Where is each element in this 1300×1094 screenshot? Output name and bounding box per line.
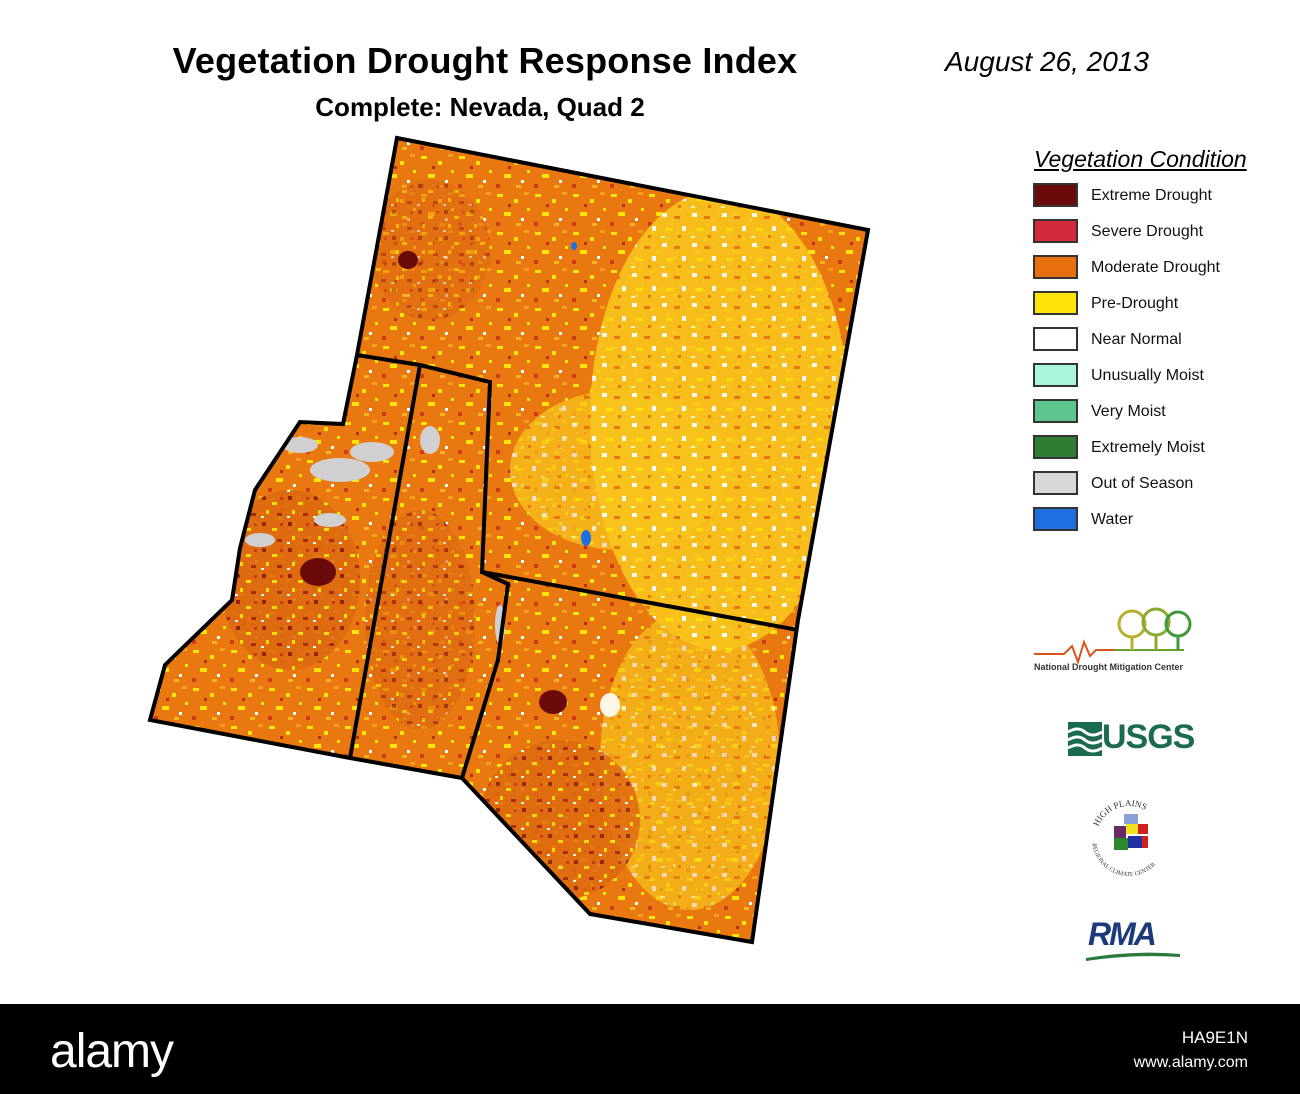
legend-label: Severe Drought [1091,223,1204,240]
legend-label: Out of Season [1091,475,1194,492]
legend-item: Water [1030,505,1280,541]
rma-logo-text: RMA [1088,916,1157,952]
legend-label: Extreme Drought [1091,187,1212,204]
footer-image-id: HA9E1N [1181,1028,1248,1047]
legend-swatch [1033,399,1078,423]
legend: Vegetation Condition Extreme Drought Seve… [1030,146,1280,541]
ndmc-logo: National Drought Mitigation Center [1034,606,1194,678]
footer-brand: alamy [50,1025,174,1078]
legend-swatch [1033,435,1078,459]
legend-label: Near Normal [1091,331,1182,348]
legend-swatch [1033,471,1078,495]
legend-item: Pre-Drought [1030,289,1280,325]
legend-item: Moderate Drought [1030,253,1280,289]
legend-label: Moderate Drought [1091,259,1220,276]
legend-item: Unusually Moist [1030,361,1280,397]
legend-label: Very Moist [1091,403,1166,420]
legend-swatch [1033,219,1078,243]
hprcc-logo: HIGH PLAINS REGIONAL CLIMATE CENTER [1084,794,1174,884]
legend-items: Extreme Drought Severe Drought Moderate Dr… [1030,181,1280,541]
footer-url: www.alamy.com [1133,1054,1248,1071]
footer-bar: alamy HA9E1N www.alamy.com [0,1004,1300,1094]
legend-item: Severe Drought [1030,217,1280,253]
legend-label: Water [1091,511,1134,528]
map [147,135,871,945]
legend-swatch [1033,507,1078,531]
rma-swoosh-icon [1086,952,1180,961]
usgs-wave-icon [1068,722,1102,756]
map-date: August 26, 2013 [945,46,1149,77]
legend-swatch [1033,255,1078,279]
page-subtitle: Complete: Nevada, Quad 2 [315,92,645,122]
legend-label: Extremely Moist [1091,439,1205,456]
hprcc-seal-icon: HIGH PLAINS REGIONAL CLIMATE CENTER [1090,798,1157,878]
ndmc-logo-text: National Drought Mitigation Center [1034,662,1183,672]
legend-item: Extremely Moist [1030,433,1280,469]
legend-swatch [1033,363,1078,387]
drought-map-svg [147,135,871,945]
county-boundaries [147,135,871,945]
page-title: Vegetation Drought Response Index [172,40,798,81]
rma-logo: RMA [1084,914,1184,961]
usgs-logo-text: USGS [1102,718,1195,756]
legend-swatch [1033,327,1078,351]
legend-swatch [1033,291,1078,315]
usgs-logo: USGS [1068,718,1198,760]
legend-label: Unusually Moist [1091,367,1204,384]
legend-item: Near Normal [1030,325,1280,361]
ndmc-trees-icon [1034,607,1192,666]
legend-item: Out of Season [1030,469,1280,505]
legend-title: Vegetation Condition [1034,146,1247,172]
legend-item: Very Moist [1030,397,1280,433]
legend-label: Pre-Drought [1091,295,1179,312]
legend-swatch [1033,183,1078,207]
hprcc-top-text: HIGH PLAINS [1091,798,1149,828]
legend-item: Extreme Drought [1030,181,1280,217]
